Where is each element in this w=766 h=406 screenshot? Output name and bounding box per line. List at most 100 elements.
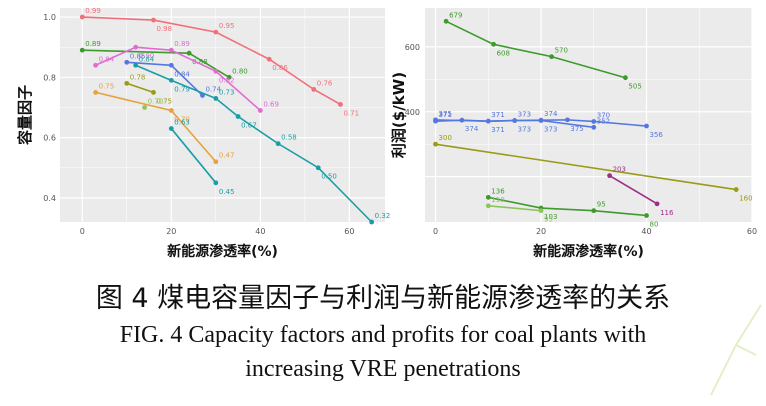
x-tick-label: 0	[80, 227, 85, 236]
data-label-cyan: 0.84	[139, 55, 155, 63]
data-point-olive	[151, 89, 156, 95]
data-label-orange: 0.75	[99, 82, 115, 90]
series-line-red	[82, 16, 341, 106]
data-label-blue: 373	[518, 126, 531, 134]
data-point-orange	[213, 159, 219, 165]
data-label-green-lower: 103	[544, 213, 557, 221]
caption-english-line1: FIG. 4 Capacity factors and profits for …	[119, 322, 647, 348]
x-axis-title: 新能源渗透率(%)	[167, 243, 278, 260]
data-point-green	[226, 74, 232, 80]
series-line-lime	[488, 204, 542, 212]
data-label-red: 0.95	[219, 22, 235, 30]
data-label-blue: 0.74	[205, 85, 221, 93]
profit-chart: 0 20 40 60 400 600 新能源渗透率(%) 利润($/kW) 679 608 570 5…	[390, 8, 757, 260]
data-label-cyan-dark: 0.45	[219, 188, 235, 196]
data-point-red	[79, 14, 85, 20]
y-tick-label: 0.6	[43, 134, 56, 143]
data-point-blue	[565, 117, 570, 123]
data-point-green	[491, 41, 496, 47]
capacity-factor-chart: 0 20 40 60 0.4 0.6 0.8 1.0 新能源渗透率(%) 容量因子 0.99 0.98…	[16, 7, 390, 260]
data-label-green: 608	[497, 49, 510, 57]
data-label-blue: 0.84	[174, 70, 190, 78]
data-label-blue: 375	[570, 125, 583, 133]
data-label-red: 0.86	[272, 64, 288, 72]
data-point-cyan	[315, 165, 321, 171]
data-point-red	[311, 86, 317, 92]
series-line-olive	[435, 143, 737, 191]
data-point-magenta	[133, 44, 139, 50]
data-label-olive: 300	[439, 134, 452, 142]
data-label-green-lower: 95	[597, 201, 606, 209]
data-point-blue-lower	[485, 118, 491, 124]
data-label-olive: 0.75	[156, 97, 172, 105]
data-label-blue: 356	[650, 131, 664, 139]
data-label-blue-lower: 373	[544, 126, 557, 134]
data-label-red: 0.99	[85, 7, 101, 15]
data-label-orange: 0.70	[174, 115, 190, 123]
data-label-magenta: 0.90	[139, 52, 155, 60]
data-point-cyan	[168, 77, 174, 83]
data-point-green	[443, 18, 449, 24]
x-tick-label: 60	[747, 227, 757, 236]
data-label-cyan: 0.32	[375, 212, 391, 220]
data-label-lime: 110	[491, 196, 504, 204]
data-point-red	[151, 17, 156, 23]
data-label-blue: 371	[491, 111, 504, 119]
data-label-olive: 160	[739, 195, 752, 203]
data-label-green-lower: 80	[650, 221, 659, 229]
corner-decoration	[710, 304, 762, 396]
data-point-blue	[168, 62, 174, 68]
data-point-cyan	[369, 219, 375, 225]
data-point-green	[623, 75, 628, 81]
series-line-purple	[609, 174, 658, 205]
data-point-blue	[644, 123, 649, 129]
data-point-magenta	[213, 68, 219, 74]
y-tick-label: 400	[405, 108, 420, 117]
x-tick-label: 0	[433, 227, 438, 236]
data-label-green: 0.80	[232, 67, 248, 75]
data-label-red: 0.71	[343, 109, 359, 117]
data-point-green-lower	[485, 194, 491, 200]
data-point-magenta	[168, 47, 174, 53]
data-label-cyan: 0.58	[281, 134, 297, 142]
x-axis-title: 新能源渗透率(%)	[533, 243, 644, 260]
data-label-cyan-dark: 0.63	[174, 119, 190, 127]
data-label-purple: 203	[613, 166, 626, 174]
data-point-lime	[485, 203, 491, 209]
data-point-lime	[538, 208, 544, 214]
data-point-lime	[142, 105, 147, 110]
data-label-red: 0.98	[156, 25, 172, 33]
data-label-cyan: 0.67	[241, 122, 257, 130]
plot-panel	[60, 8, 385, 222]
data-point-cyan	[235, 114, 241, 119]
x-tick-label: 40	[641, 227, 651, 236]
data-point-red	[266, 56, 272, 62]
caption-english-line2: increasing VRE penetrations	[245, 356, 521, 382]
y-axis-title: 利润($/kW)	[390, 72, 408, 158]
series-line-cyan-dark	[170, 128, 217, 184]
data-label-blue-lower: 373	[518, 111, 531, 119]
data-label-blue: 0.85	[130, 52, 146, 60]
data-point-blue-lower	[512, 118, 518, 123]
data-point-blue-lower	[591, 124, 597, 130]
data-label-green: 0.88	[192, 58, 208, 66]
data-label-orange: 0.47	[219, 152, 235, 160]
data-label-blue-lower: 375	[439, 110, 452, 118]
data-point-blue-lower	[538, 118, 544, 123]
data-label-blue-lower: 352	[597, 117, 610, 125]
data-point-red	[213, 29, 219, 35]
data-label-magenta: 0.89	[174, 40, 190, 48]
data-point-green	[186, 50, 192, 56]
data-label-blue: 370	[597, 111, 610, 119]
data-label-green: 679	[449, 11, 462, 19]
data-point-magenta	[93, 62, 99, 68]
data-label-green-lower: 136	[491, 187, 505, 195]
data-label-purple: 116	[660, 209, 674, 217]
data-label-red: 0.76	[317, 79, 333, 87]
data-label-blue: 374	[465, 125, 479, 133]
x-tick-label: 40	[255, 227, 265, 236]
data-point-magenta	[257, 108, 263, 113]
data-point-green	[549, 54, 554, 60]
data-point-olive	[124, 80, 130, 86]
